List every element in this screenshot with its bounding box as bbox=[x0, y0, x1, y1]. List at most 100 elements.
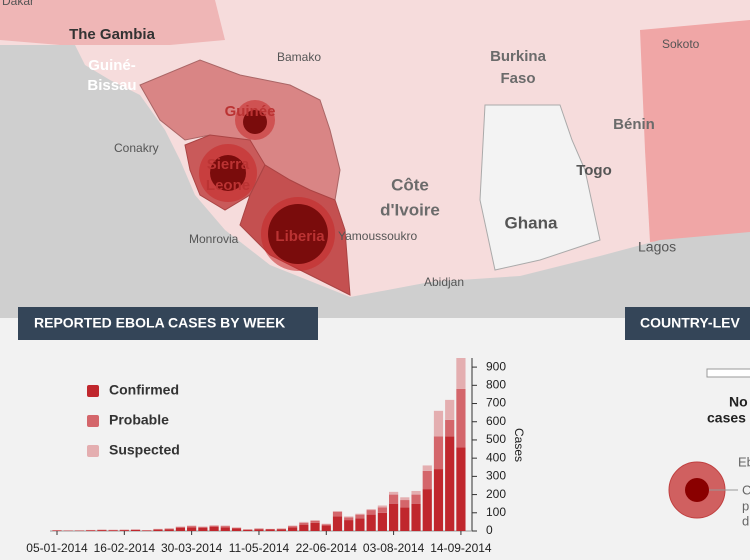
side-text: d bbox=[742, 513, 749, 528]
bar-segment bbox=[86, 530, 96, 531]
country-label: Bénin bbox=[613, 116, 655, 133]
bar-segment bbox=[422, 465, 432, 471]
bar-segment bbox=[254, 529, 264, 531]
y-tick-label: 800 bbox=[486, 377, 506, 391]
bar-segment bbox=[265, 529, 275, 531]
case-circle bbox=[210, 155, 246, 191]
country-label: Burkina bbox=[490, 48, 547, 65]
bar-segment bbox=[299, 522, 309, 525]
country-label: Togo bbox=[576, 162, 612, 179]
bar-segment bbox=[321, 524, 331, 526]
bar-segment bbox=[276, 528, 286, 530]
bar-segment bbox=[422, 489, 432, 531]
bar-segment bbox=[187, 527, 197, 531]
city-label: Monrovia bbox=[189, 232, 239, 246]
x-tick-label: 03-08-2014 bbox=[363, 541, 425, 555]
y-tick-label: 500 bbox=[486, 432, 506, 446]
bar-segment bbox=[164, 529, 174, 531]
bar-segment bbox=[130, 529, 141, 531]
legend-swatch bbox=[87, 385, 99, 397]
bar-segment bbox=[411, 490, 421, 495]
bar-segment bbox=[97, 530, 107, 531]
y-tick-label: 900 bbox=[486, 359, 506, 373]
side-text: No bbox=[729, 394, 748, 410]
bar-segment bbox=[231, 528, 242, 531]
y-tick-label: 200 bbox=[486, 487, 506, 501]
bar-segment bbox=[276, 529, 286, 531]
bar-segment bbox=[389, 491, 399, 495]
nigeria bbox=[640, 20, 750, 242]
legend-swatch bbox=[87, 415, 99, 427]
side-text: p bbox=[742, 498, 749, 513]
city-label: Yamoussoukro bbox=[338, 229, 417, 243]
bar-segment bbox=[400, 507, 410, 531]
bar-segment bbox=[299, 524, 309, 531]
x-tick-label: 11-05-2014 bbox=[229, 541, 290, 555]
side-text: Eb bbox=[738, 454, 750, 469]
bar-segment bbox=[366, 509, 376, 511]
bar-segment bbox=[153, 529, 163, 531]
ghana bbox=[479, 104, 601, 271]
bar-segment bbox=[321, 523, 331, 525]
y-tick-label: 0 bbox=[486, 523, 493, 537]
bar-segment bbox=[355, 518, 365, 531]
bar-segment bbox=[456, 358, 466, 389]
bar-segment bbox=[164, 528, 174, 530]
bar-segment bbox=[209, 526, 219, 531]
chart: 0 100 200 300 400 500 600 700 800 900 Cases 05-01-2… bbox=[26, 358, 526, 555]
bar-segment bbox=[332, 511, 343, 517]
y-tick-label: 300 bbox=[486, 469, 506, 483]
country-label: Côte bbox=[391, 175, 429, 194]
case-circle bbox=[268, 204, 328, 264]
bar-segment bbox=[254, 528, 264, 530]
bar-segment bbox=[220, 527, 230, 531]
bar-segment bbox=[355, 513, 365, 515]
bar-segment bbox=[198, 527, 208, 531]
country-label: Sierra bbox=[207, 156, 250, 173]
side-text: C bbox=[742, 482, 750, 497]
country-label: The Gambia bbox=[69, 26, 156, 43]
bar-segment bbox=[433, 410, 444, 437]
city-label: Abidjan bbox=[424, 275, 464, 289]
ocean bbox=[0, 45, 750, 318]
bar-segment bbox=[389, 494, 399, 504]
bar-segment bbox=[119, 530, 129, 531]
y-tick-label: 100 bbox=[486, 505, 506, 519]
bar-segment bbox=[321, 525, 331, 531]
bar-segment bbox=[310, 520, 320, 521]
bar-segment bbox=[231, 527, 242, 529]
bar-segment bbox=[187, 526, 197, 528]
y-tick-label: 400 bbox=[486, 450, 506, 464]
country-label: Ghana bbox=[505, 213, 558, 232]
country-label: Faso bbox=[500, 70, 535, 87]
x-tick-label: 05-01-2014 bbox=[26, 541, 88, 555]
bar-segment bbox=[366, 514, 376, 531]
bar-segment bbox=[175, 527, 186, 531]
senegal bbox=[0, 0, 225, 45]
map: The Gambia Guiné- Bissau Guinée Sierra L… bbox=[0, 0, 750, 318]
side-text: cases bbox=[707, 410, 746, 426]
x-tick-label: 14-09-2014 bbox=[430, 541, 492, 555]
bar-segment bbox=[332, 510, 343, 512]
city-label: Dakar bbox=[2, 0, 34, 8]
x-tick-label: 22-06-2014 bbox=[296, 541, 358, 555]
bar-segment bbox=[456, 447, 466, 531]
x-tick-label: 16-02-2014 bbox=[94, 541, 156, 555]
city-label: Sokoto bbox=[662, 37, 700, 51]
bar-segment bbox=[220, 525, 230, 527]
bar-segment bbox=[344, 516, 354, 518]
bar-segment bbox=[209, 525, 219, 526]
bar-segment bbox=[366, 510, 376, 515]
legend-swatch bbox=[87, 445, 99, 457]
bar-segment bbox=[288, 527, 298, 531]
bar-segment bbox=[433, 469, 444, 531]
bar-segment bbox=[445, 419, 455, 437]
chart-title: REPORTED EBOLA CASES BY WEEK bbox=[34, 315, 285, 331]
bar-segment bbox=[377, 505, 387, 508]
bar-segment bbox=[344, 517, 354, 521]
bar-segment bbox=[220, 526, 230, 528]
bar-segment bbox=[422, 470, 432, 490]
country-label: Bissau bbox=[87, 77, 136, 94]
chart-header bbox=[18, 307, 318, 340]
